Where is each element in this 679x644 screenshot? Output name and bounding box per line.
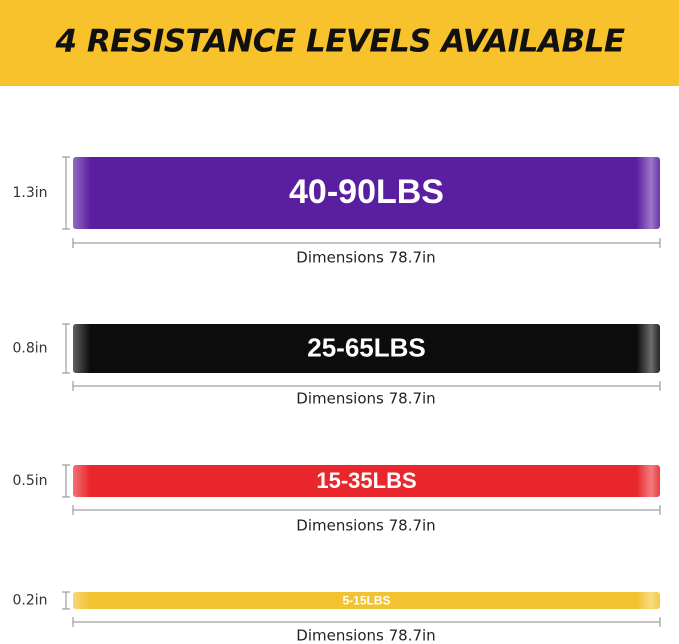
dimension-label: Dimensions 78.7in — [296, 249, 435, 267]
band-shine — [73, 324, 660, 373]
width-label: 0.8in — [12, 341, 47, 357]
resistance-label: 5-15LBS — [342, 594, 390, 608]
dimension-label: Dimensions 78.7in — [296, 517, 435, 535]
width-label: 0.2in — [12, 593, 47, 609]
band-shine — [73, 157, 660, 229]
dimension-label: Dimensions 78.7in — [296, 390, 435, 408]
header-title: 4 RESISTANCE LEVELS AVAILABLE — [54, 24, 624, 60]
header-banner — [0, 0, 679, 86]
width-label: 1.3in — [12, 185, 47, 201]
bands: 40-90LBS 1.3in Dimensions 78.7in 25-65LBS 0.… — [12, 156, 661, 644]
resistance-label: 25-65LBS — [307, 332, 426, 362]
band-shine — [73, 592, 660, 609]
band-shine — [73, 465, 660, 497]
resistance-label: 40-90LBS — [289, 173, 444, 211]
resistance-label: 15-35LBS — [316, 468, 416, 493]
dimension-label: Dimensions 78.7in — [296, 627, 435, 644]
width-label: 0.5in — [12, 473, 47, 489]
